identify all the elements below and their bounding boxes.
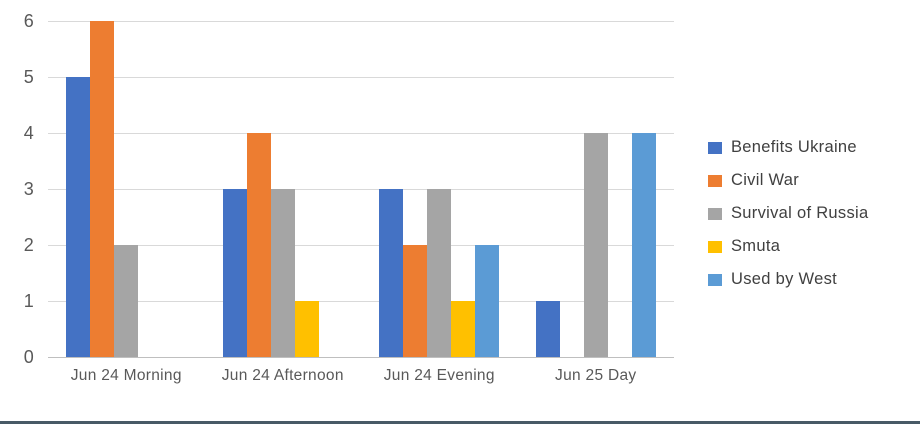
- y-tick-label: 6: [23, 11, 34, 31]
- y-tick-label: 4: [23, 123, 34, 143]
- y-tick-label: 3: [23, 179, 34, 199]
- bar-civil-war-jun-24-morning: [90, 21, 115, 357]
- gridline: [48, 301, 674, 302]
- gridline: [48, 245, 674, 246]
- legend-item-civil-war: Civil War: [708, 164, 868, 197]
- y-tick-label: 5: [23, 67, 34, 87]
- y-tick-label: 2: [23, 235, 34, 255]
- bottom-border-line: [0, 421, 920, 424]
- bar-benefits-ukraine-jun-25-day: [535, 301, 560, 357]
- gridline: [48, 77, 674, 78]
- legend-swatch-icon: [708, 141, 722, 154]
- bar-smuta-jun-24-afternoon: [294, 301, 319, 357]
- x-category-label-jun-24-afternoon: Jun 24 Afternoon: [221, 367, 344, 384]
- gridline: [48, 133, 674, 134]
- bar-used-by-west-jun-25-day: [631, 133, 656, 357]
- legend-item-smuta: Smuta: [708, 230, 868, 263]
- x-axis-line: [48, 357, 674, 358]
- bar-civil-war-jun-24-afternoon: [246, 133, 271, 357]
- x-category-label-jun-24-morning: Jun 24 Morning: [70, 367, 182, 384]
- legend-item-used-by-west: Used by West: [708, 263, 868, 296]
- legend-label: Civil War: [731, 171, 800, 189]
- bar-benefits-ukraine-jun-24-afternoon: [222, 189, 247, 357]
- bar-benefits-ukraine-jun-24-evening: [379, 189, 404, 357]
- y-tick-label: 0: [23, 347, 34, 367]
- legend-swatch-icon: [708, 207, 722, 220]
- legend-swatch-icon: [708, 174, 722, 187]
- legend-item-survival-of-russia: Survival of Russia: [708, 197, 868, 230]
- legend-label: Smuta: [731, 237, 781, 255]
- gridline: [48, 189, 674, 190]
- legend-swatch-icon: [708, 273, 722, 286]
- legend-label: Benefits Ukraine: [731, 138, 857, 156]
- legend-swatch-icon: [708, 240, 722, 253]
- bar-benefits-ukraine-jun-24-morning: [66, 77, 91, 357]
- gridline: [48, 21, 674, 22]
- bar-survival-of-russia-jun-24-morning: [114, 245, 139, 357]
- bar-smuta-jun-24-evening: [451, 301, 476, 357]
- bar-survival-of-russia-jun-24-evening: [427, 189, 452, 357]
- legend: Benefits Ukraine Civil War Survival of Rus…: [708, 131, 868, 296]
- bar-civil-war-jun-24-evening: [403, 245, 428, 357]
- legend-label: Survival of Russia: [731, 204, 869, 222]
- bar-survival-of-russia-jun-25-day: [583, 133, 608, 357]
- x-category-label-jun-25-day: Jun 25 Day: [555, 367, 637, 384]
- legend-item-benefits-ukraine: Benefits Ukraine: [708, 131, 868, 164]
- bar-used-by-west-jun-24-evening: [475, 245, 500, 357]
- y-tick-label: 1: [23, 291, 34, 311]
- legend-label: Used by West: [731, 270, 837, 288]
- x-category-label-jun-24-evening: Jun 24 Evening: [383, 367, 495, 384]
- bar-survival-of-russia-jun-24-afternoon: [270, 189, 295, 357]
